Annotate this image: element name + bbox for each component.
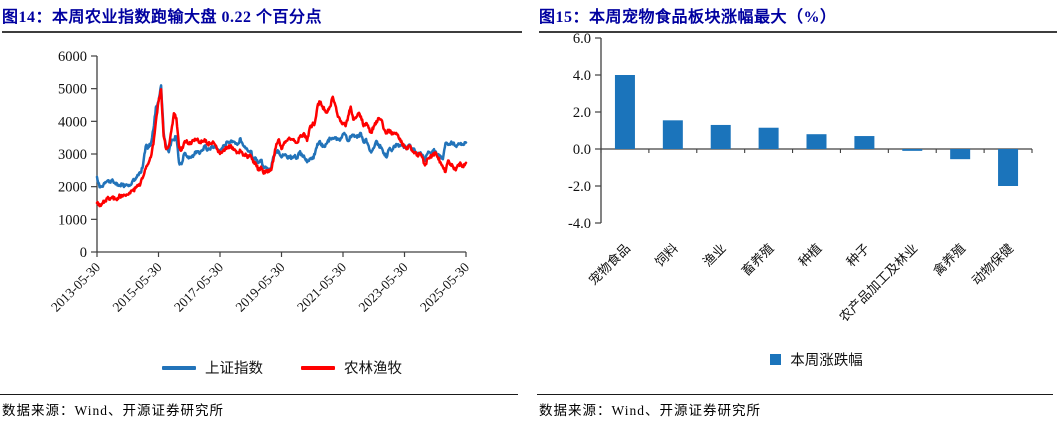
bar-4: [806, 134, 827, 149]
category-label: 畜养殖: [739, 241, 777, 279]
figure-14-panel: 图14：本周农业指数跑输大盘 0.22 个百分点 0 1000 2000 3000 40…: [0, 0, 522, 423]
y-tick-label: 4000: [58, 114, 87, 130]
series-agri: [95, 88, 468, 208]
bar-3: [758, 127, 779, 149]
y-tick-label: 1000: [58, 212, 87, 228]
y-tick-label: 0: [80, 245, 87, 261]
category-label: 种子: [844, 241, 873, 270]
legend-item-weekly-change: 本周涨跌幅: [770, 349, 863, 370]
ssec-legend-label: 上证指数: [205, 361, 263, 377]
x-tick-label: 2013-05-30: [48, 259, 103, 314]
bar-0: [614, 75, 635, 149]
y-tick-label: 4.0: [573, 68, 591, 84]
y-tick-label: 3000: [58, 147, 87, 163]
figure-14-source: 数据来源：Wind、开源证券研究所: [2, 403, 224, 418]
figure-15-title: 图15：本周宠物食品板块涨幅最大（%）: [539, 3, 1057, 33]
figure-14-source-rule: [0, 394, 518, 395]
y-tick-label: 6000: [58, 49, 87, 65]
bar-6: [902, 149, 923, 151]
agriculture-vs-ssec-line-chart: 0 1000 2000 3000 4000 5000 6000 2013-05-30 2015-…: [48, 49, 472, 315]
figure-14-title: 图14：本周农业指数跑输大盘 0.22 个百分点: [2, 3, 522, 33]
y-tick-label: 2.0: [573, 105, 591, 121]
x-tick-label: 2017-05-30: [171, 259, 226, 314]
x-tick-label: 2023-05-30: [355, 259, 410, 314]
category-label: 禽养殖: [930, 241, 968, 279]
bar-1: [662, 120, 683, 149]
figure-14-legend: 上证指数 农林渔牧: [97, 357, 467, 378]
bar-8: [998, 149, 1019, 186]
category-label: 动物保健: [969, 241, 1016, 288]
figure-15-source: 数据来源：Wind、开源证券研究所: [539, 403, 761, 418]
category-label: 宠物食品: [586, 241, 633, 288]
y-tick-label: -4.0: [568, 216, 591, 232]
x-tick-label: 2015-05-30: [109, 259, 164, 314]
category-label: 饲料: [652, 241, 681, 270]
y-tick-label: 2000: [58, 180, 87, 196]
ssec-line-swatch: [162, 365, 196, 370]
weekly-change-swatch: [770, 354, 782, 365]
x-tick-label: 2021-05-30: [294, 259, 349, 314]
figure-15-source-rule: [537, 394, 1053, 395]
figure-15-legend: 本周涨跌幅: [601, 349, 1032, 370]
category-label: 渔业: [700, 241, 729, 270]
series-ssec: [95, 84, 468, 189]
bar-2: [710, 124, 731, 149]
y-tick-label: 5000: [58, 82, 87, 98]
figure-15-panel: 图15：本周宠物食品板块涨幅最大（%） 6.0 4.0 2.0 0.0 -2.0 -4.0…: [537, 0, 1057, 423]
y-tick-label: -2.0: [568, 179, 591, 195]
x-tick-label: 2025-05-30: [417, 259, 472, 314]
agri-legend-label: 农林渔牧: [344, 361, 402, 377]
category-label: 种植: [796, 241, 825, 270]
x-tick-label: 2019-05-30: [232, 259, 287, 314]
weekly-change-legend-label: 本周涨跌幅: [790, 353, 863, 369]
agri-line-swatch: [301, 365, 335, 370]
legend-item-ssec: 上证指数: [162, 357, 263, 378]
bar-7: [950, 149, 971, 160]
legend-item-agri: 农林渔牧: [301, 357, 402, 378]
bar-5: [854, 136, 875, 149]
y-tick-label: 0.0: [573, 142, 591, 158]
y-tick-label: 6.0: [573, 31, 591, 47]
